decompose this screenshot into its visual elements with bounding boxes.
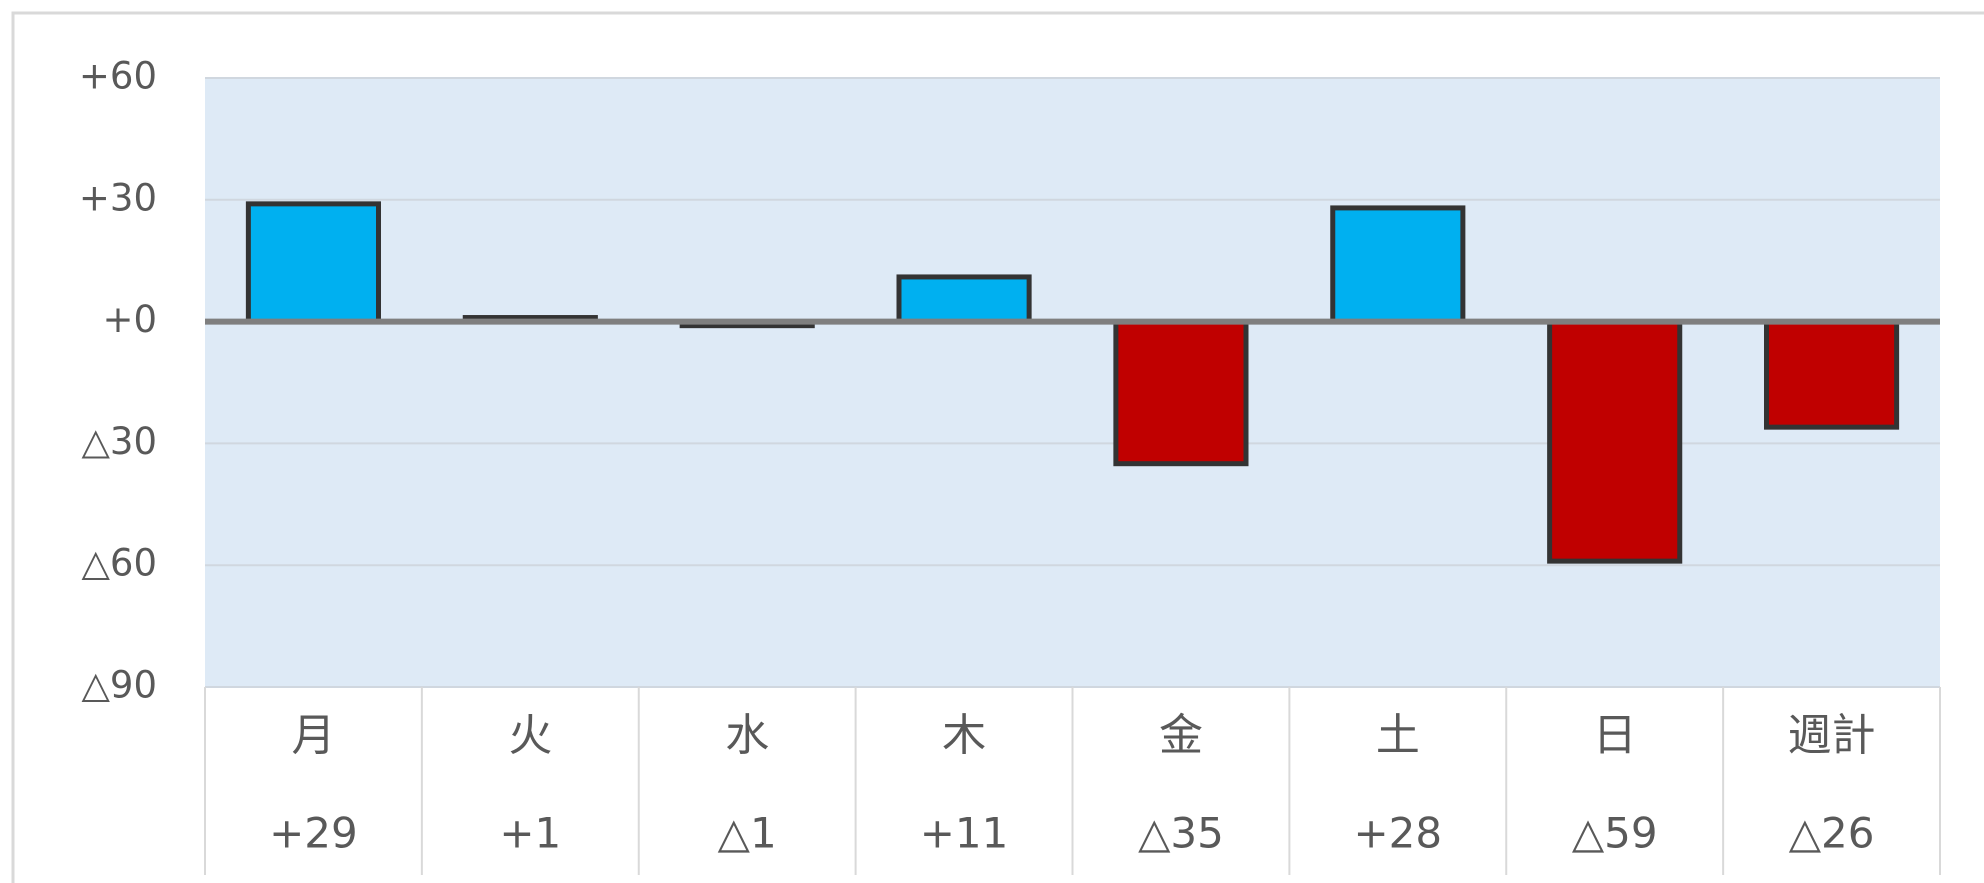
x-tick-label: 金	[1159, 710, 1203, 761]
value-label: +29	[269, 809, 358, 858]
value-label: +11	[920, 809, 1009, 858]
bar	[1547, 319, 1683, 564]
x-tick-label: 日	[1593, 710, 1637, 761]
y-tick-label: △60	[81, 542, 157, 585]
bar	[1330, 205, 1466, 325]
value-label: +1	[499, 809, 561, 858]
value-label: △35	[1138, 809, 1224, 858]
x-tick-label: 土	[1376, 710, 1420, 761]
y-tick-label: +0	[102, 298, 157, 341]
value-label: △26	[1789, 809, 1875, 858]
value-label: △1	[718, 809, 777, 858]
bar	[1113, 319, 1249, 467]
x-tick-label: 月	[291, 710, 335, 761]
y-tick-label: △90	[81, 664, 157, 707]
bar	[1764, 319, 1900, 430]
x-tick-label: 木	[942, 710, 986, 761]
x-tick-label: 水	[725, 710, 769, 761]
y-tick-label: +60	[79, 55, 157, 98]
bar	[896, 274, 1032, 325]
y-tick-label: △30	[81, 420, 157, 463]
value-label: △59	[1572, 809, 1658, 858]
bar	[245, 201, 381, 325]
value-label: +28	[1353, 809, 1442, 858]
x-tick-label: 火	[508, 710, 552, 761]
x-tick-label: 週計	[1788, 710, 1876, 761]
y-tick-label: +30	[79, 176, 157, 219]
